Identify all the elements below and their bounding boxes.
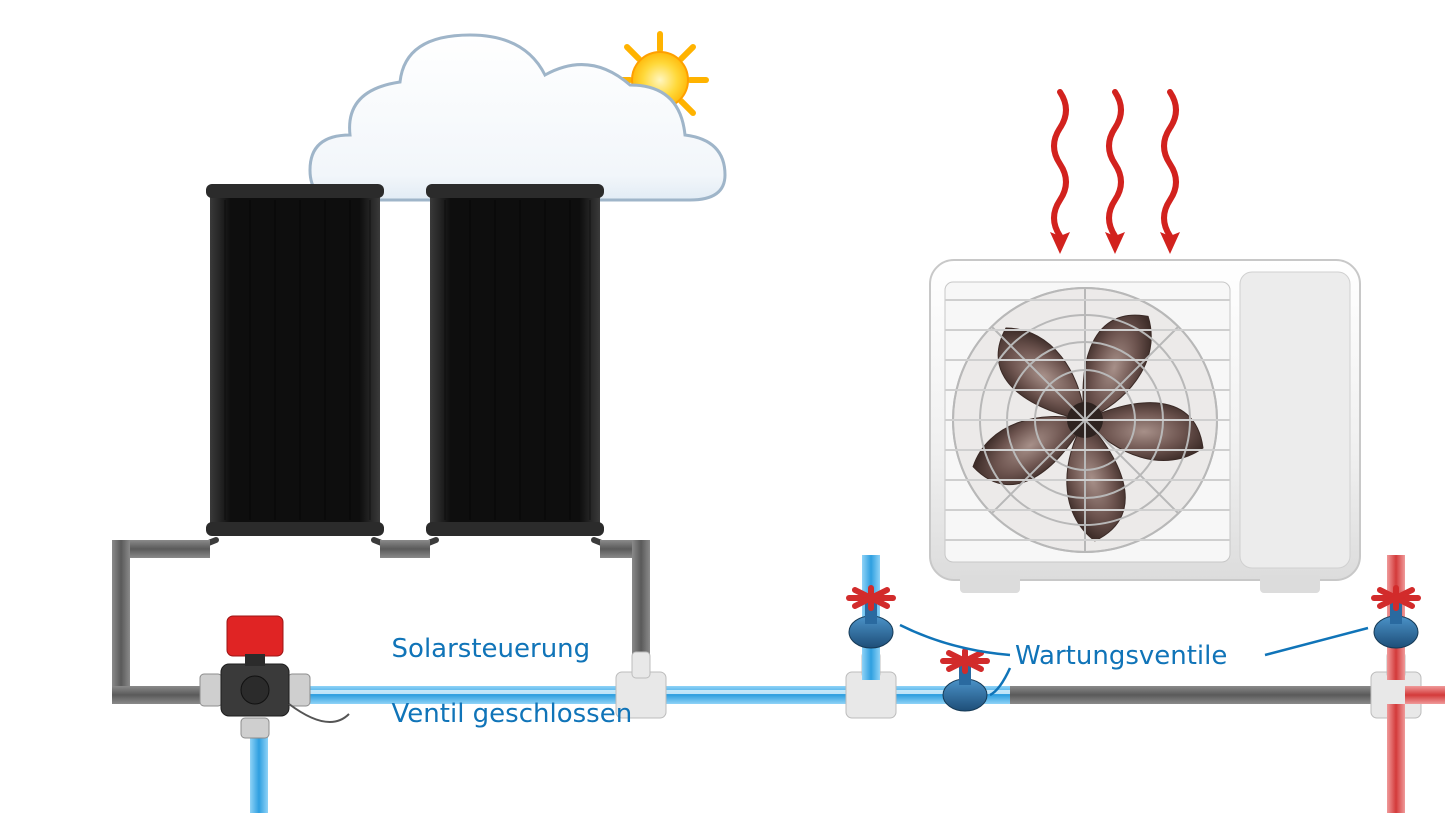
- heat-arrows: [1054, 92, 1176, 236]
- maintenance-valve-cold: [849, 588, 893, 648]
- label-solar-line2: Ventil geschlossen: [392, 699, 633, 729]
- diagram-svg: [0, 0, 1445, 813]
- three-way-valve: [200, 616, 349, 738]
- heat-pump: [930, 260, 1360, 593]
- solar-panel-2: [426, 184, 604, 536]
- label-solar-line1: Solarsteuerung: [392, 634, 591, 664]
- pipe-main-grey-right: [1010, 686, 1380, 704]
- maintenance-valve-hot: [1374, 588, 1418, 648]
- diagram-stage: Solarsteuerung Ventil geschlossen Wartun…: [0, 0, 1445, 813]
- maintenance-valve-bypass: [943, 651, 987, 711]
- label-solar-control: Solarsteuerung Ventil geschlossen: [375, 600, 632, 730]
- label-maintenance-valves: Wartungsventile: [1015, 640, 1227, 673]
- solar-panel-1: [206, 184, 384, 536]
